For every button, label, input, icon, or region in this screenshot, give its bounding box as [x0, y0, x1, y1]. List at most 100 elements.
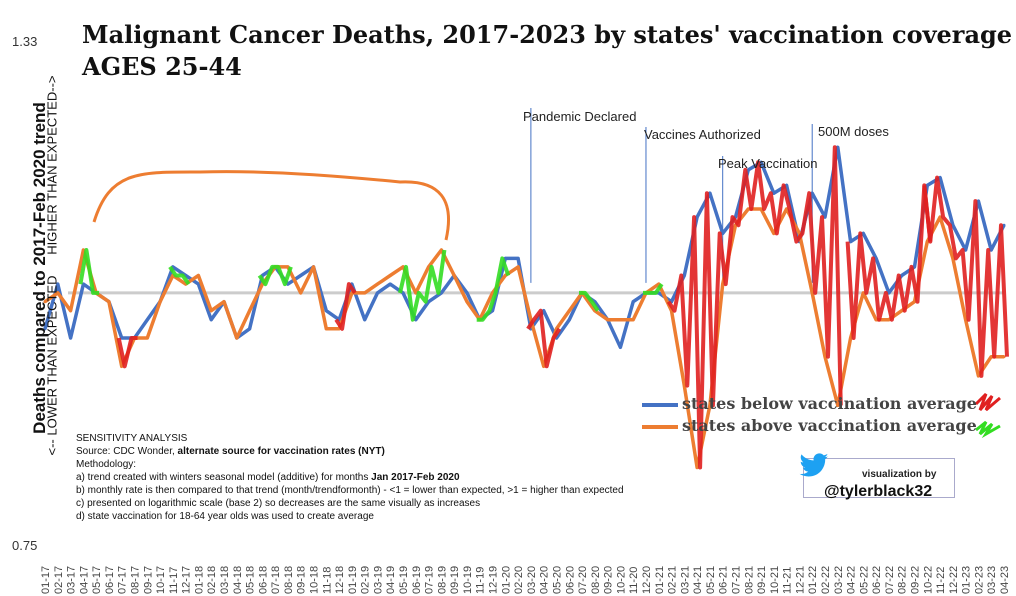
x-tick-10-17: 10-17 [155, 566, 167, 594]
series-1-point-09-21 [759, 207, 763, 211]
series-1-point-10-17 [158, 300, 162, 304]
series-1-point-01-22 [810, 291, 814, 295]
x-tick-12-17: 12-17 [181, 566, 193, 594]
x-tick-08-17: 08-17 [130, 566, 142, 594]
series-0-point-07-19 [427, 300, 431, 304]
series-1-point-10-21 [772, 231, 776, 235]
x-tick-06-20: 06-20 [564, 566, 576, 594]
annotation-pandemic-declared: Pandemic Declared [523, 109, 637, 124]
series-1-point-07-19 [427, 265, 431, 269]
x-tick-03-17: 03-17 [66, 566, 78, 594]
series-1-point-10-18 [312, 265, 316, 269]
series-1-point-02-19 [363, 291, 367, 295]
x-tick-02-20: 02-20 [513, 566, 525, 594]
series-0-point-03-19 [375, 291, 379, 295]
series-0-point-02-17 [56, 282, 60, 286]
series-0-point-05-18 [248, 327, 252, 331]
x-tick-01-17: 01-17 [40, 566, 52, 594]
x-tick-03-23: 03-23 [986, 566, 998, 594]
bracket-scribble [92, 170, 451, 241]
methodology-source-prefix: Source: CDC Wonder, [76, 446, 178, 457]
scribble-red-3 [526, 308, 562, 369]
series-1-point-03-21 [682, 384, 686, 388]
series-1-point-10-20 [618, 318, 622, 322]
series-0-point-07-22 [887, 291, 891, 295]
series-line-1 [44, 207, 1004, 470]
x-tick-04-18: 04-18 [232, 566, 244, 594]
series-0-point-04-19 [388, 282, 392, 286]
x-tick-07-20: 07-20 [577, 566, 589, 594]
series-0-point-01-17 [43, 327, 47, 331]
methodology-source: Source: CDC Wonder, alternate source for… [76, 445, 624, 458]
series-0-point-02-19 [363, 318, 367, 322]
series-1-point-10-22 [925, 240, 929, 244]
series-1-point-09-19 [452, 273, 456, 277]
series-1-point-03-17 [69, 309, 73, 313]
series-1-point-04-23 [1002, 355, 1006, 359]
series-1-point-04-19 [388, 273, 392, 277]
series-1-point-08-21 [746, 207, 750, 211]
x-tick-02-18: 02-18 [206, 566, 218, 594]
series-0-point-10-19 [465, 291, 469, 295]
x-tick-11-21: 11-21 [782, 567, 794, 594]
series-0-point-05-21 [708, 191, 712, 195]
series-1-point-10-19 [465, 300, 469, 304]
series-0-point-04-17 [81, 282, 85, 286]
legend-swatch-above [642, 424, 678, 429]
x-tick-11-19: 11-19 [475, 567, 487, 594]
series-0-point-05-19 [401, 291, 405, 295]
series-1-point-03-19 [375, 282, 379, 286]
x-tick-08-22: 08-22 [897, 566, 909, 594]
x-tick-10-18: 10-18 [309, 566, 321, 594]
x-tick-11-22: 11-22 [935, 567, 947, 594]
x-tick-03-19: 03-19 [373, 566, 385, 594]
x-tick-06-22: 06-22 [871, 566, 883, 594]
scribble-green-6 [579, 290, 600, 312]
x-tick-08-18: 08-18 [283, 566, 295, 594]
x-tick-07-17: 07-17 [117, 566, 129, 594]
series-1-point-08-22 [900, 309, 904, 313]
legend-label-above: states above vaccination average [682, 416, 977, 435]
series-0-point-04-21 [695, 215, 699, 219]
series-1-point-04-21 [695, 465, 699, 469]
series-1-point-02-17 [56, 291, 60, 295]
series-1-point-07-22 [887, 318, 891, 322]
x-tick-06-18: 06-18 [257, 566, 269, 594]
x-tick-07-18: 07-18 [270, 566, 282, 594]
methodology-a-bold: Jan 2017-Feb 2020 [371, 472, 460, 483]
series-1-point-04-22 [849, 336, 853, 340]
series-0-point-06-20 [567, 318, 571, 322]
scribble-green-2 [168, 265, 191, 286]
series-0-point-11-20 [631, 300, 635, 304]
x-tick-12-22: 12-22 [948, 566, 960, 594]
x-tick-04-20: 04-20 [539, 566, 551, 594]
x-tick-08-20: 08-20 [590, 566, 602, 594]
series-0-point-01-18 [196, 282, 200, 286]
x-tick-10-21: 10-21 [769, 566, 781, 594]
legend-item-above: states above vaccination average [642, 416, 977, 435]
x-tick-08-19: 08-19 [436, 566, 448, 594]
series-0-point-04-20 [542, 309, 546, 313]
methodology-d: d) state vaccination for 18-64 year olds… [76, 511, 374, 522]
x-tick-07-19: 07-19 [424, 566, 436, 594]
x-tick-08-21: 08-21 [743, 566, 755, 594]
methodology-source-bold: alternate source for vaccination rates (… [177, 446, 385, 457]
scribble-green-5 [476, 256, 511, 322]
x-tick-11-18: 11-18 [321, 567, 333, 594]
series-1-point-03-22 [836, 403, 840, 407]
series-1-point-05-18 [248, 309, 252, 313]
series-0-point-09-18 [299, 273, 303, 277]
y-axis-high-label: HIGHER THAN EXPECTED--> [44, 75, 60, 255]
annotation-500m-doses: 500M doses [818, 124, 889, 139]
legend-scribble-green [975, 420, 1001, 439]
series-0-point-03-22 [836, 145, 840, 149]
series-1-point-11-22 [938, 215, 942, 219]
scribble-red-5 [845, 183, 933, 340]
series-1-point-01-23 [964, 318, 968, 322]
x-tick-10-19: 10-19 [462, 566, 474, 594]
series-0-point-07-17 [120, 336, 124, 340]
x-tick-05-19: 05-19 [398, 566, 410, 594]
series-0-point-11-18 [324, 309, 328, 313]
legend-swatch-below [642, 402, 678, 407]
x-tick-06-19: 06-19 [411, 566, 423, 594]
